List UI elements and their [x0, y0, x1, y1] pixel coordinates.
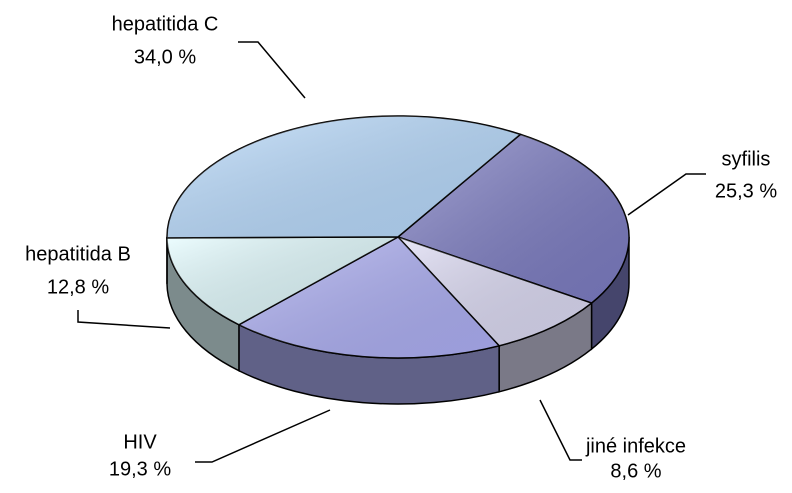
- leader-line: [539, 399, 582, 461]
- value-label: 19,3 %: [109, 458, 171, 480]
- pie-shade: [238, 237, 500, 358]
- pie: [166, 115, 630, 405]
- value-label: 8,6 %: [610, 460, 661, 482]
- leader-line: [195, 409, 331, 463]
- category-label: syfilis: [722, 148, 771, 170]
- leader-line: [238, 41, 306, 99]
- pie-shade: [398, 134, 629, 304]
- value-label: 12,8 %: [47, 276, 109, 298]
- pie-shade: [398, 237, 592, 346]
- value-label: 25,3 %: [715, 180, 777, 202]
- category-label: jiné infekce: [585, 435, 686, 457]
- leader-line: [627, 173, 706, 216]
- category-label: hepatitida B: [25, 243, 131, 265]
- pie-shade: [167, 115, 521, 238]
- pie-shade: [167, 237, 398, 325]
- value-label: 34,0 %: [134, 46, 196, 68]
- category-label: HIV: [123, 431, 157, 453]
- leader-line: [77, 310, 171, 329]
- category-label: hepatitida C: [112, 13, 219, 35]
